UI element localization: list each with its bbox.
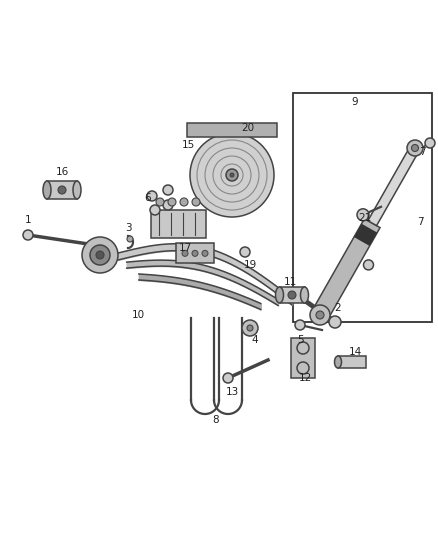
Ellipse shape [276,287,283,303]
Circle shape [407,140,423,156]
Text: 9: 9 [352,97,358,107]
Circle shape [182,251,188,256]
Ellipse shape [43,181,51,199]
Text: 10: 10 [131,310,145,320]
Circle shape [202,251,208,256]
Text: 12: 12 [298,373,311,383]
Circle shape [192,251,198,256]
Circle shape [96,251,104,259]
Text: 5: 5 [297,335,303,345]
Text: 21: 21 [358,213,371,223]
Circle shape [226,169,238,181]
Ellipse shape [335,356,342,368]
Text: 1: 1 [25,215,31,225]
Circle shape [240,247,250,257]
Circle shape [329,316,341,328]
Circle shape [58,186,66,194]
Text: 15: 15 [181,140,194,150]
Ellipse shape [73,181,81,199]
Circle shape [192,198,200,206]
Text: 20: 20 [241,123,254,133]
Circle shape [163,200,173,210]
Polygon shape [354,224,377,246]
Bar [338,356,366,368]
Text: 17: 17 [178,243,192,253]
Text: 8: 8 [213,415,219,425]
Bar [293,93,432,322]
Circle shape [310,305,330,325]
Circle shape [163,185,173,195]
Circle shape [90,245,110,265]
Circle shape [168,198,176,206]
Circle shape [247,325,253,331]
Text: 7: 7 [419,147,425,157]
Text: 4: 4 [252,335,258,345]
Circle shape [288,291,296,299]
Circle shape [230,173,234,177]
Circle shape [127,236,133,242]
Text: 14: 14 [348,347,362,357]
Circle shape [223,373,233,383]
Circle shape [411,144,418,151]
Polygon shape [312,219,380,319]
Text: 6: 6 [145,193,151,203]
Text: 7: 7 [417,217,423,227]
Circle shape [357,209,369,221]
Text: 16: 16 [55,167,69,177]
Text: 3: 3 [125,223,131,233]
Bar [279,287,304,303]
Bar [187,123,277,137]
Bar [47,181,77,199]
Ellipse shape [300,287,308,303]
Text: 19: 19 [244,260,257,270]
Circle shape [190,133,274,217]
Circle shape [147,191,157,201]
Circle shape [156,198,164,206]
Circle shape [364,260,374,270]
Circle shape [180,198,188,206]
Circle shape [242,320,258,336]
Bar [176,244,214,263]
Bar [151,210,205,238]
Text: 2: 2 [335,303,341,313]
Text: 13: 13 [226,387,239,397]
Bar [291,338,315,378]
Text: 11: 11 [283,277,297,287]
Polygon shape [368,146,419,225]
Circle shape [150,205,160,215]
Circle shape [425,138,435,148]
Circle shape [316,311,324,319]
Circle shape [295,320,305,330]
Circle shape [82,237,118,273]
Circle shape [23,230,33,240]
